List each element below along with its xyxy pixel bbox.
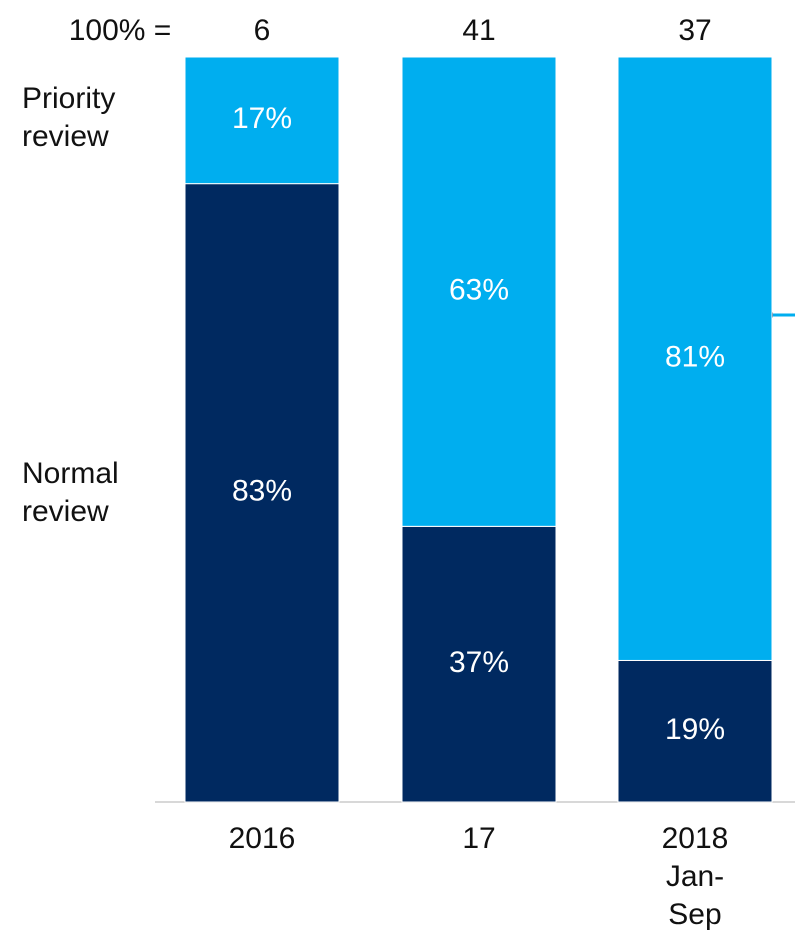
data-label: 81%	[665, 341, 725, 374]
data-label: 83%	[232, 475, 292, 508]
legend-label: Normal review	[22, 457, 119, 528]
bar-segment	[401, 525, 557, 803]
x-tick-label: 17	[462, 822, 496, 855]
bar-segment	[617, 659, 773, 803]
chart: 83% 17% 37% 63% 19% 81% 100% = 6 2016 41 17 37 201…	[22, 14, 795, 931]
total-value: 41	[462, 14, 496, 47]
bar-segment	[184, 183, 340, 803]
data-label: 19%	[665, 713, 725, 746]
x-tick-label: 2016	[228, 822, 296, 855]
data-label: 17%	[232, 102, 292, 135]
total-value: 37	[678, 14, 712, 47]
total-label: 100% =	[68, 14, 172, 47]
bar-segment	[184, 56, 340, 185]
x-tick-label: 2018 Jan-Sep	[661, 822, 729, 931]
data-label: 63%	[449, 274, 509, 307]
data-label: 37%	[449, 646, 509, 679]
chart-canvas: 83% 17% 37% 63% 19% 81%	[155, 56, 795, 803]
legend-label: Priority review	[22, 82, 116, 153]
total-value: 6	[253, 14, 271, 47]
bar-segment	[401, 56, 557, 527]
bar-segment	[617, 56, 773, 661]
